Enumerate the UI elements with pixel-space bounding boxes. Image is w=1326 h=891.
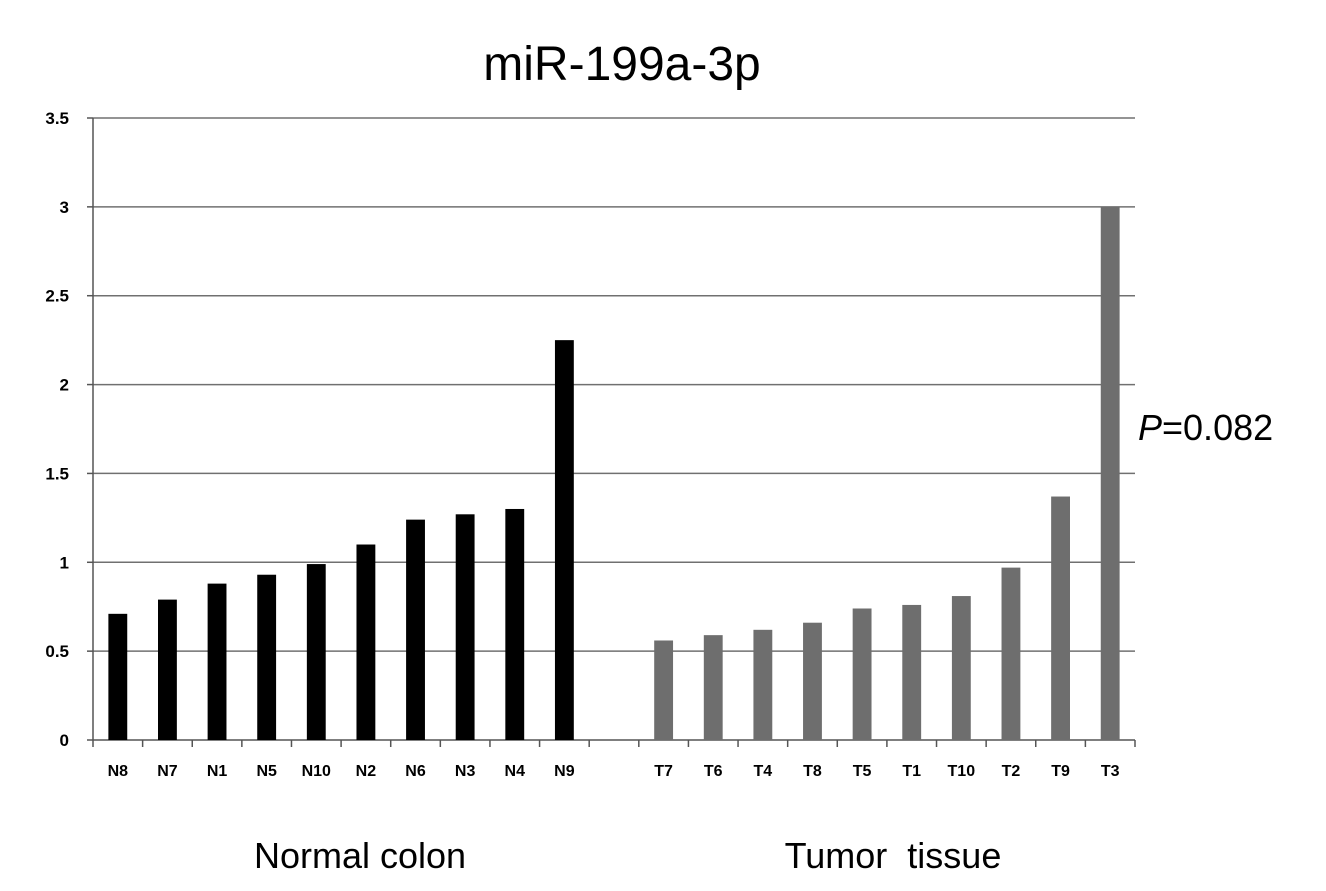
x-tick-label: N5	[256, 763, 277, 780]
x-tick-label: T5	[853, 763, 872, 780]
x-tick-label: T2	[1002, 763, 1021, 780]
bar-N3	[455, 514, 475, 740]
bar-N6	[406, 519, 425, 740]
y-axis-ticks: 0 0.5 1 1.5 2 2.5 3 3.5	[45, 109, 93, 750]
gridlines	[93, 117, 1135, 741]
x-tick-label: N7	[157, 763, 178, 780]
bar-N8	[108, 613, 128, 740]
group-label-normal: Normal colon	[254, 835, 466, 876]
bar-T2	[1001, 567, 1021, 740]
bar-T6	[703, 635, 723, 740]
bars	[108, 206, 1120, 740]
y-tick-label: 2	[60, 376, 69, 395]
bar-T9	[1051, 496, 1070, 740]
x-tick-label: N4	[505, 763, 526, 780]
x-tick-label: T3	[1101, 763, 1120, 780]
bar-N7	[158, 599, 177, 740]
chart-title: miR-199a-3p	[483, 38, 760, 91]
bar-T5	[852, 608, 872, 740]
x-tick-label: N3	[455, 763, 476, 780]
y-tick-label: 2.5	[45, 287, 69, 306]
x-tick-label: T4	[754, 763, 773, 780]
bar-N1	[207, 583, 227, 740]
bar-N9	[554, 340, 574, 740]
bar-T7	[654, 640, 674, 740]
p-value-annotation: P=0.082	[1138, 407, 1273, 448]
x-tick-label: N2	[356, 763, 377, 780]
y-tick-label: 1.5	[45, 464, 69, 483]
x-tick-label: N6	[405, 763, 426, 780]
y-tick-label: 1	[60, 553, 69, 572]
bar-N2	[356, 544, 376, 740]
x-tick-label: N9	[554, 763, 575, 780]
bar-N10	[306, 564, 326, 740]
y-tick-label: 0	[60, 731, 69, 750]
x-tick-label: N10	[302, 763, 331, 780]
bar-N4	[505, 508, 525, 740]
y-tick-label: 3.5	[45, 109, 69, 128]
x-tick-label: T10	[948, 763, 976, 780]
bar-T8	[803, 622, 822, 740]
y-tick-label: 0.5	[45, 642, 69, 661]
bar-T3	[1100, 206, 1120, 740]
x-tick-label: T8	[803, 763, 822, 780]
bar-N5	[257, 574, 277, 740]
y-tick-label: 3	[60, 198, 69, 217]
bar-T10	[951, 596, 971, 740]
x-tick-label: T9	[1051, 763, 1070, 780]
x-tick-label: T1	[902, 763, 921, 780]
bar-T1	[902, 604, 922, 740]
x-axis-ticks: N8 N7 N1 N5 N10 N2 N6 N3 N4 N9 T7 T6 T4 T8 T5 T1 T10 T2 T9…	[92, 740, 1136, 780]
x-tick-label: T7	[654, 763, 673, 780]
p-value-symbol: P	[1138, 407, 1162, 448]
group-label-tumor: Tumor tissue	[785, 835, 1002, 876]
x-tick-label: N1	[207, 763, 228, 780]
p-value-number: =0.082	[1162, 407, 1273, 448]
bar-T4	[753, 629, 773, 740]
x-tick-label: N8	[108, 763, 129, 780]
x-tick-label: T6	[704, 763, 723, 780]
